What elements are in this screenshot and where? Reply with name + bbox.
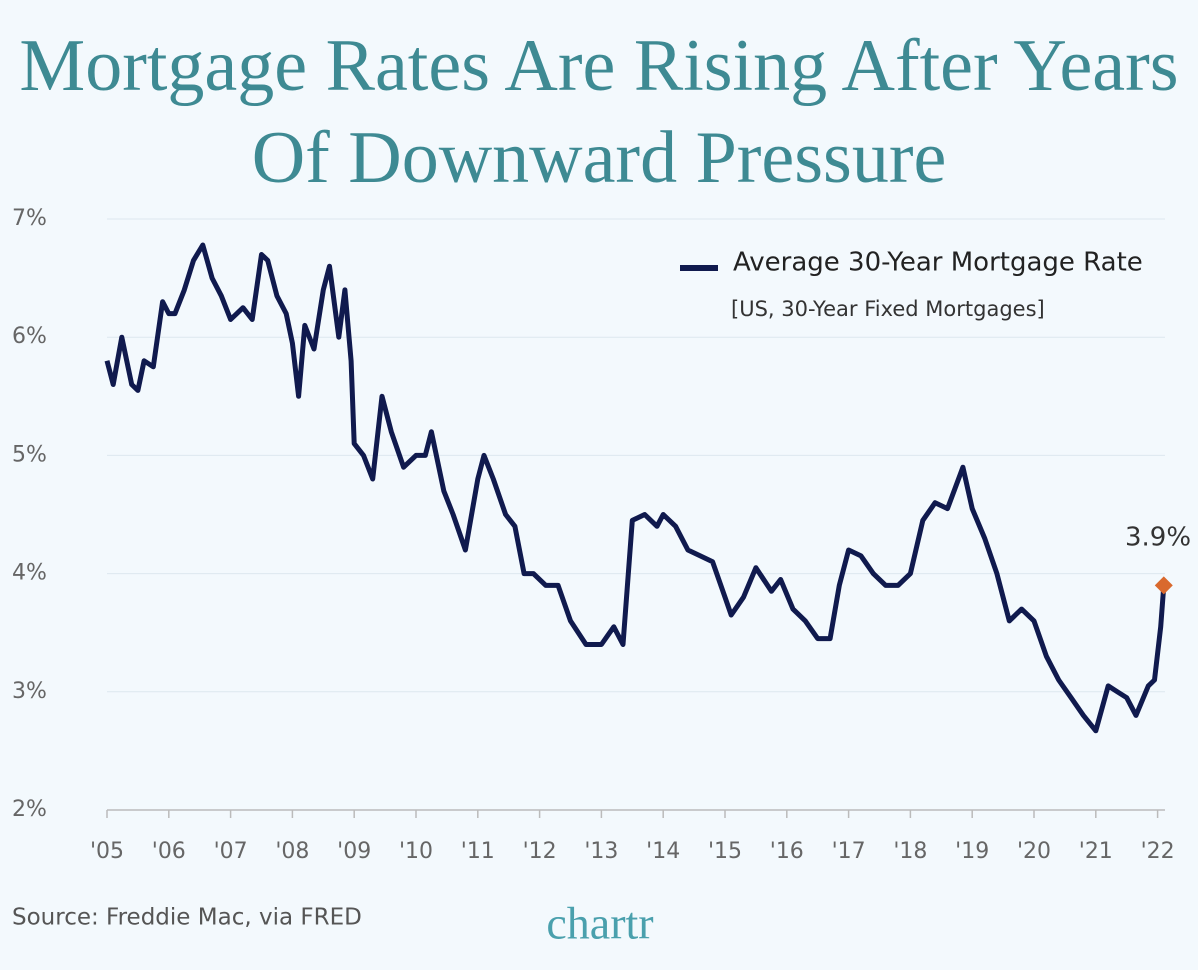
- x-tick-label: '08: [275, 839, 309, 864]
- y-tick-label: 4%: [12, 561, 47, 586]
- brand: chartr: [546, 898, 653, 949]
- x-tick-label: '19: [955, 839, 989, 864]
- x-tick-label: '06: [152, 839, 186, 864]
- annotation: 3.9%: [1125, 523, 1191, 553]
- x-tick-label: '07: [214, 839, 248, 864]
- x-tick-label: '12: [523, 839, 557, 864]
- y-tick-label: 7%: [12, 206, 47, 231]
- x-tick-label: '17: [832, 839, 866, 864]
- x-tick-label: '14: [646, 839, 680, 864]
- highlight-marker: [1154, 576, 1173, 595]
- line: [104, 242, 1167, 734]
- chart-title: Mortgage Rates Are Rising After Years Of…: [19, 25, 1179, 199]
- x-tick-label: '18: [893, 839, 927, 864]
- x-tick-label: '22: [1141, 839, 1175, 864]
- x-tick-label: '09: [337, 839, 371, 864]
- x-tick-label: '05: [90, 839, 124, 864]
- x-tick-label: '20: [1017, 839, 1051, 864]
- x-tick-label: '15: [708, 839, 742, 864]
- y-tick-label: 2%: [12, 797, 47, 822]
- legend-label: Average 30-Year Mortgage Rate: [733, 248, 1143, 278]
- subtitle: [US, 30-Year Fixed Mortgages]: [731, 297, 1045, 321]
- x-tick-label: '10: [399, 839, 433, 864]
- y-tick-label: 3%: [12, 679, 47, 704]
- x-tick-label: '11: [461, 839, 495, 864]
- y-tick-label: 5%: [12, 442, 47, 467]
- x-tick-label: '21: [1079, 839, 1113, 864]
- y-tick-label: 6%: [12, 324, 47, 349]
- x-tick-label: '16: [770, 839, 804, 864]
- source: Source: Freddie Mac, via FRED: [12, 905, 362, 931]
- x-tick-label: '13: [584, 839, 618, 864]
